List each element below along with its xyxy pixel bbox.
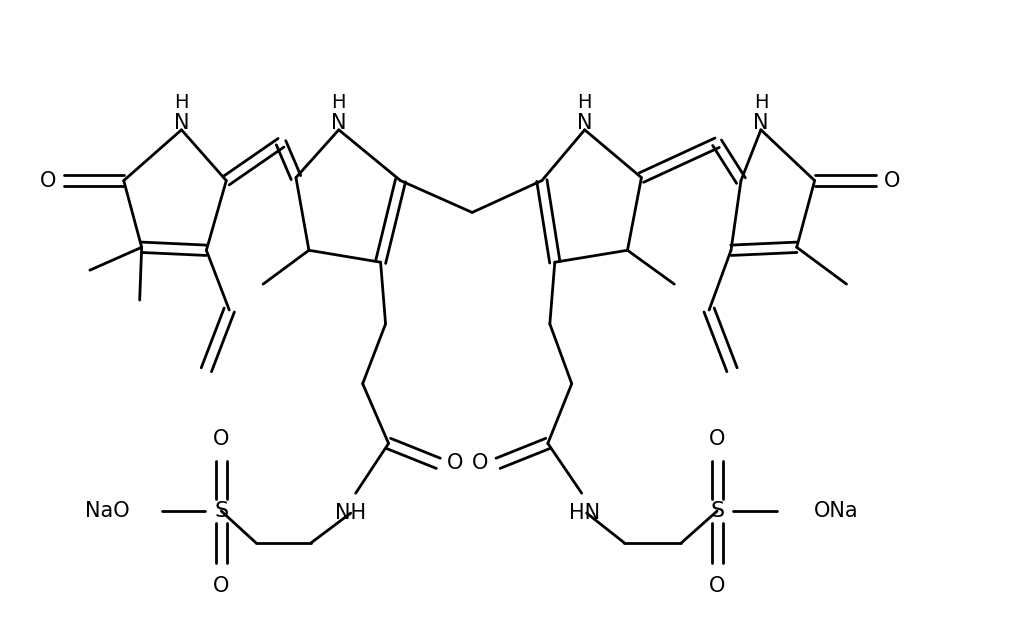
Text: O: O bbox=[40, 170, 56, 190]
Text: O: O bbox=[709, 576, 725, 596]
Text: N: N bbox=[753, 113, 769, 133]
Text: H: H bbox=[754, 93, 768, 113]
Text: N: N bbox=[331, 113, 346, 133]
Text: O: O bbox=[709, 429, 725, 450]
Text: H: H bbox=[174, 93, 188, 113]
Text: O: O bbox=[213, 429, 229, 450]
Text: NH: NH bbox=[335, 503, 367, 523]
Text: NaO: NaO bbox=[85, 501, 129, 521]
Text: O: O bbox=[447, 453, 464, 473]
Text: O: O bbox=[213, 576, 229, 596]
Text: HN: HN bbox=[569, 503, 600, 523]
Text: H: H bbox=[332, 93, 346, 113]
Text: S: S bbox=[710, 501, 724, 521]
Text: ONa: ONa bbox=[814, 501, 859, 521]
Text: O: O bbox=[472, 453, 488, 473]
Text: S: S bbox=[214, 501, 228, 521]
Text: O: O bbox=[884, 170, 900, 190]
Text: H: H bbox=[578, 93, 592, 113]
Text: N: N bbox=[174, 113, 189, 133]
Text: N: N bbox=[577, 113, 593, 133]
